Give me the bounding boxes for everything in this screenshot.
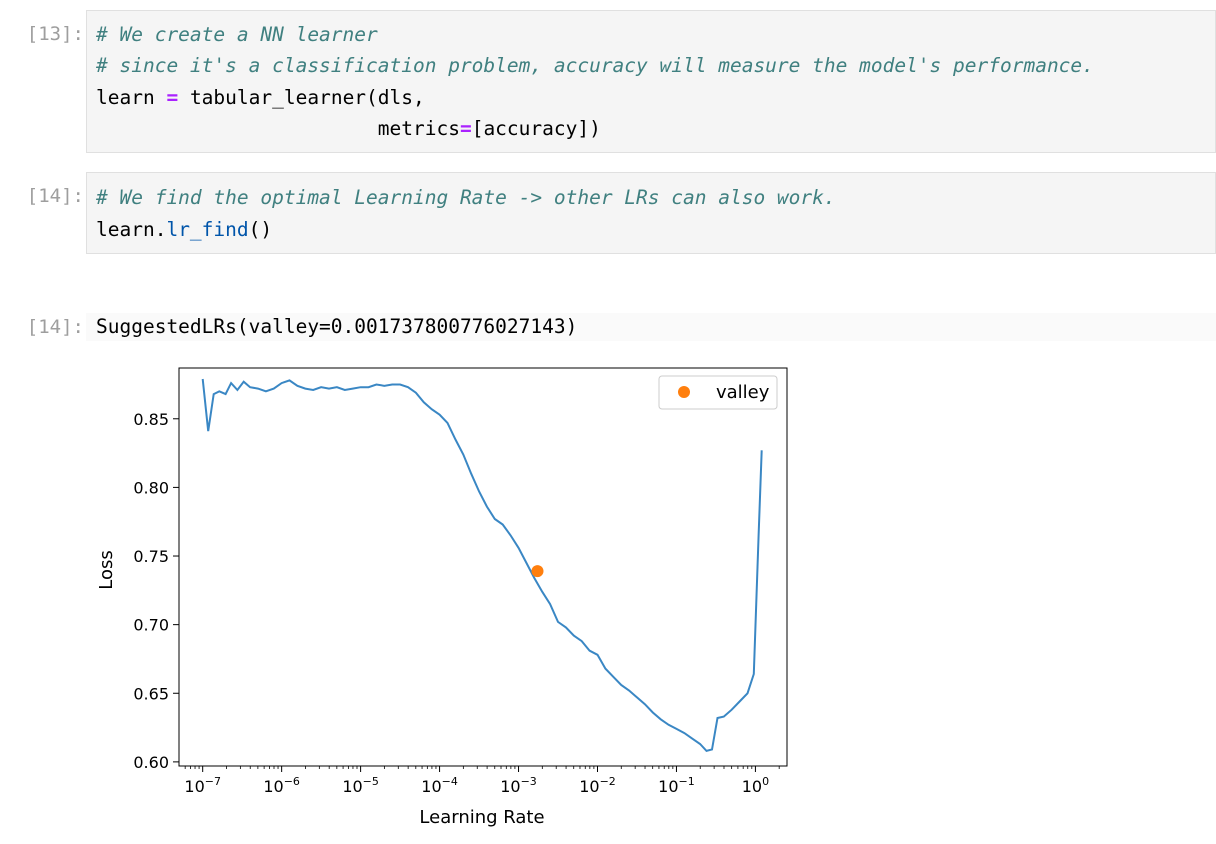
code-text: tabular_learner(dls, (178, 86, 425, 109)
y-tick-label: 0.85 (133, 410, 169, 429)
code-cell-14[interactable]: # We find the optimal Learning Rate -> o… (86, 172, 1216, 254)
code-text: metrics (96, 117, 460, 140)
x-tick-label: 10−1 (658, 775, 695, 796)
code-operator: = (459, 117, 472, 140)
x-tick-label: 10−3 (500, 775, 537, 796)
y-tick-label: 0.65 (133, 684, 169, 703)
x-tick-label: 10−4 (421, 775, 458, 796)
code-text: () (248, 218, 273, 241)
output-text-area: SuggestedLRs(valley=0.001737800776027143… (86, 313, 1216, 341)
y-tick-label: 0.75 (133, 547, 169, 566)
code-comment: # We find the optimal Learning Rate -> o… (96, 186, 836, 209)
legend-box (658, 375, 778, 410)
output-result-text: SuggestedLRs(valley=0.001737800776027143… (96, 315, 578, 338)
output-prompt-14: [14]: (26, 316, 84, 338)
y-tick-label: 0.80 (133, 478, 169, 497)
code-function: lr_find (166, 218, 249, 241)
code-operator: = (166, 86, 179, 109)
code-text: [accuracy]) (471, 117, 601, 140)
x-tick-label: 10−7 (184, 775, 221, 796)
code-text: learn (96, 86, 167, 109)
valley-point (531, 565, 544, 578)
x-tick-label: 10−6 (263, 775, 300, 796)
y-axis-label: Loss (96, 550, 117, 589)
legend-label: valley (716, 382, 770, 403)
y-tick-label: 0.60 (133, 753, 169, 772)
lr-finder-chart: 0.60 0.65 0.70 0.75 0.80 0.85 10−7 10−6 10−5 10−4… (96, 367, 788, 828)
y-tick-label: 0.70 (133, 616, 169, 635)
legend: valley (658, 375, 778, 410)
cell-prompt-14: [14]: (26, 185, 84, 207)
cell-prompt-13: [13]: (26, 23, 84, 45)
x-axis-label: Learning Rate (419, 807, 544, 828)
code-comment: # since it's a classification problem, a… (96, 54, 1094, 77)
code-comment: # We create a NN learner (96, 23, 378, 46)
loss-series-line (201, 378, 763, 753)
plot-frame (178, 367, 788, 767)
legend-valley-marker (678, 386, 690, 398)
x-tick-label: 10−2 (579, 775, 616, 796)
x-tick-label: 10−5 (342, 775, 379, 796)
x-tick-label: 100 (742, 775, 769, 796)
code-text: learn. (96, 218, 167, 241)
code-cell-13[interactable]: # We create a NN learner # since it's a … (86, 10, 1216, 153)
